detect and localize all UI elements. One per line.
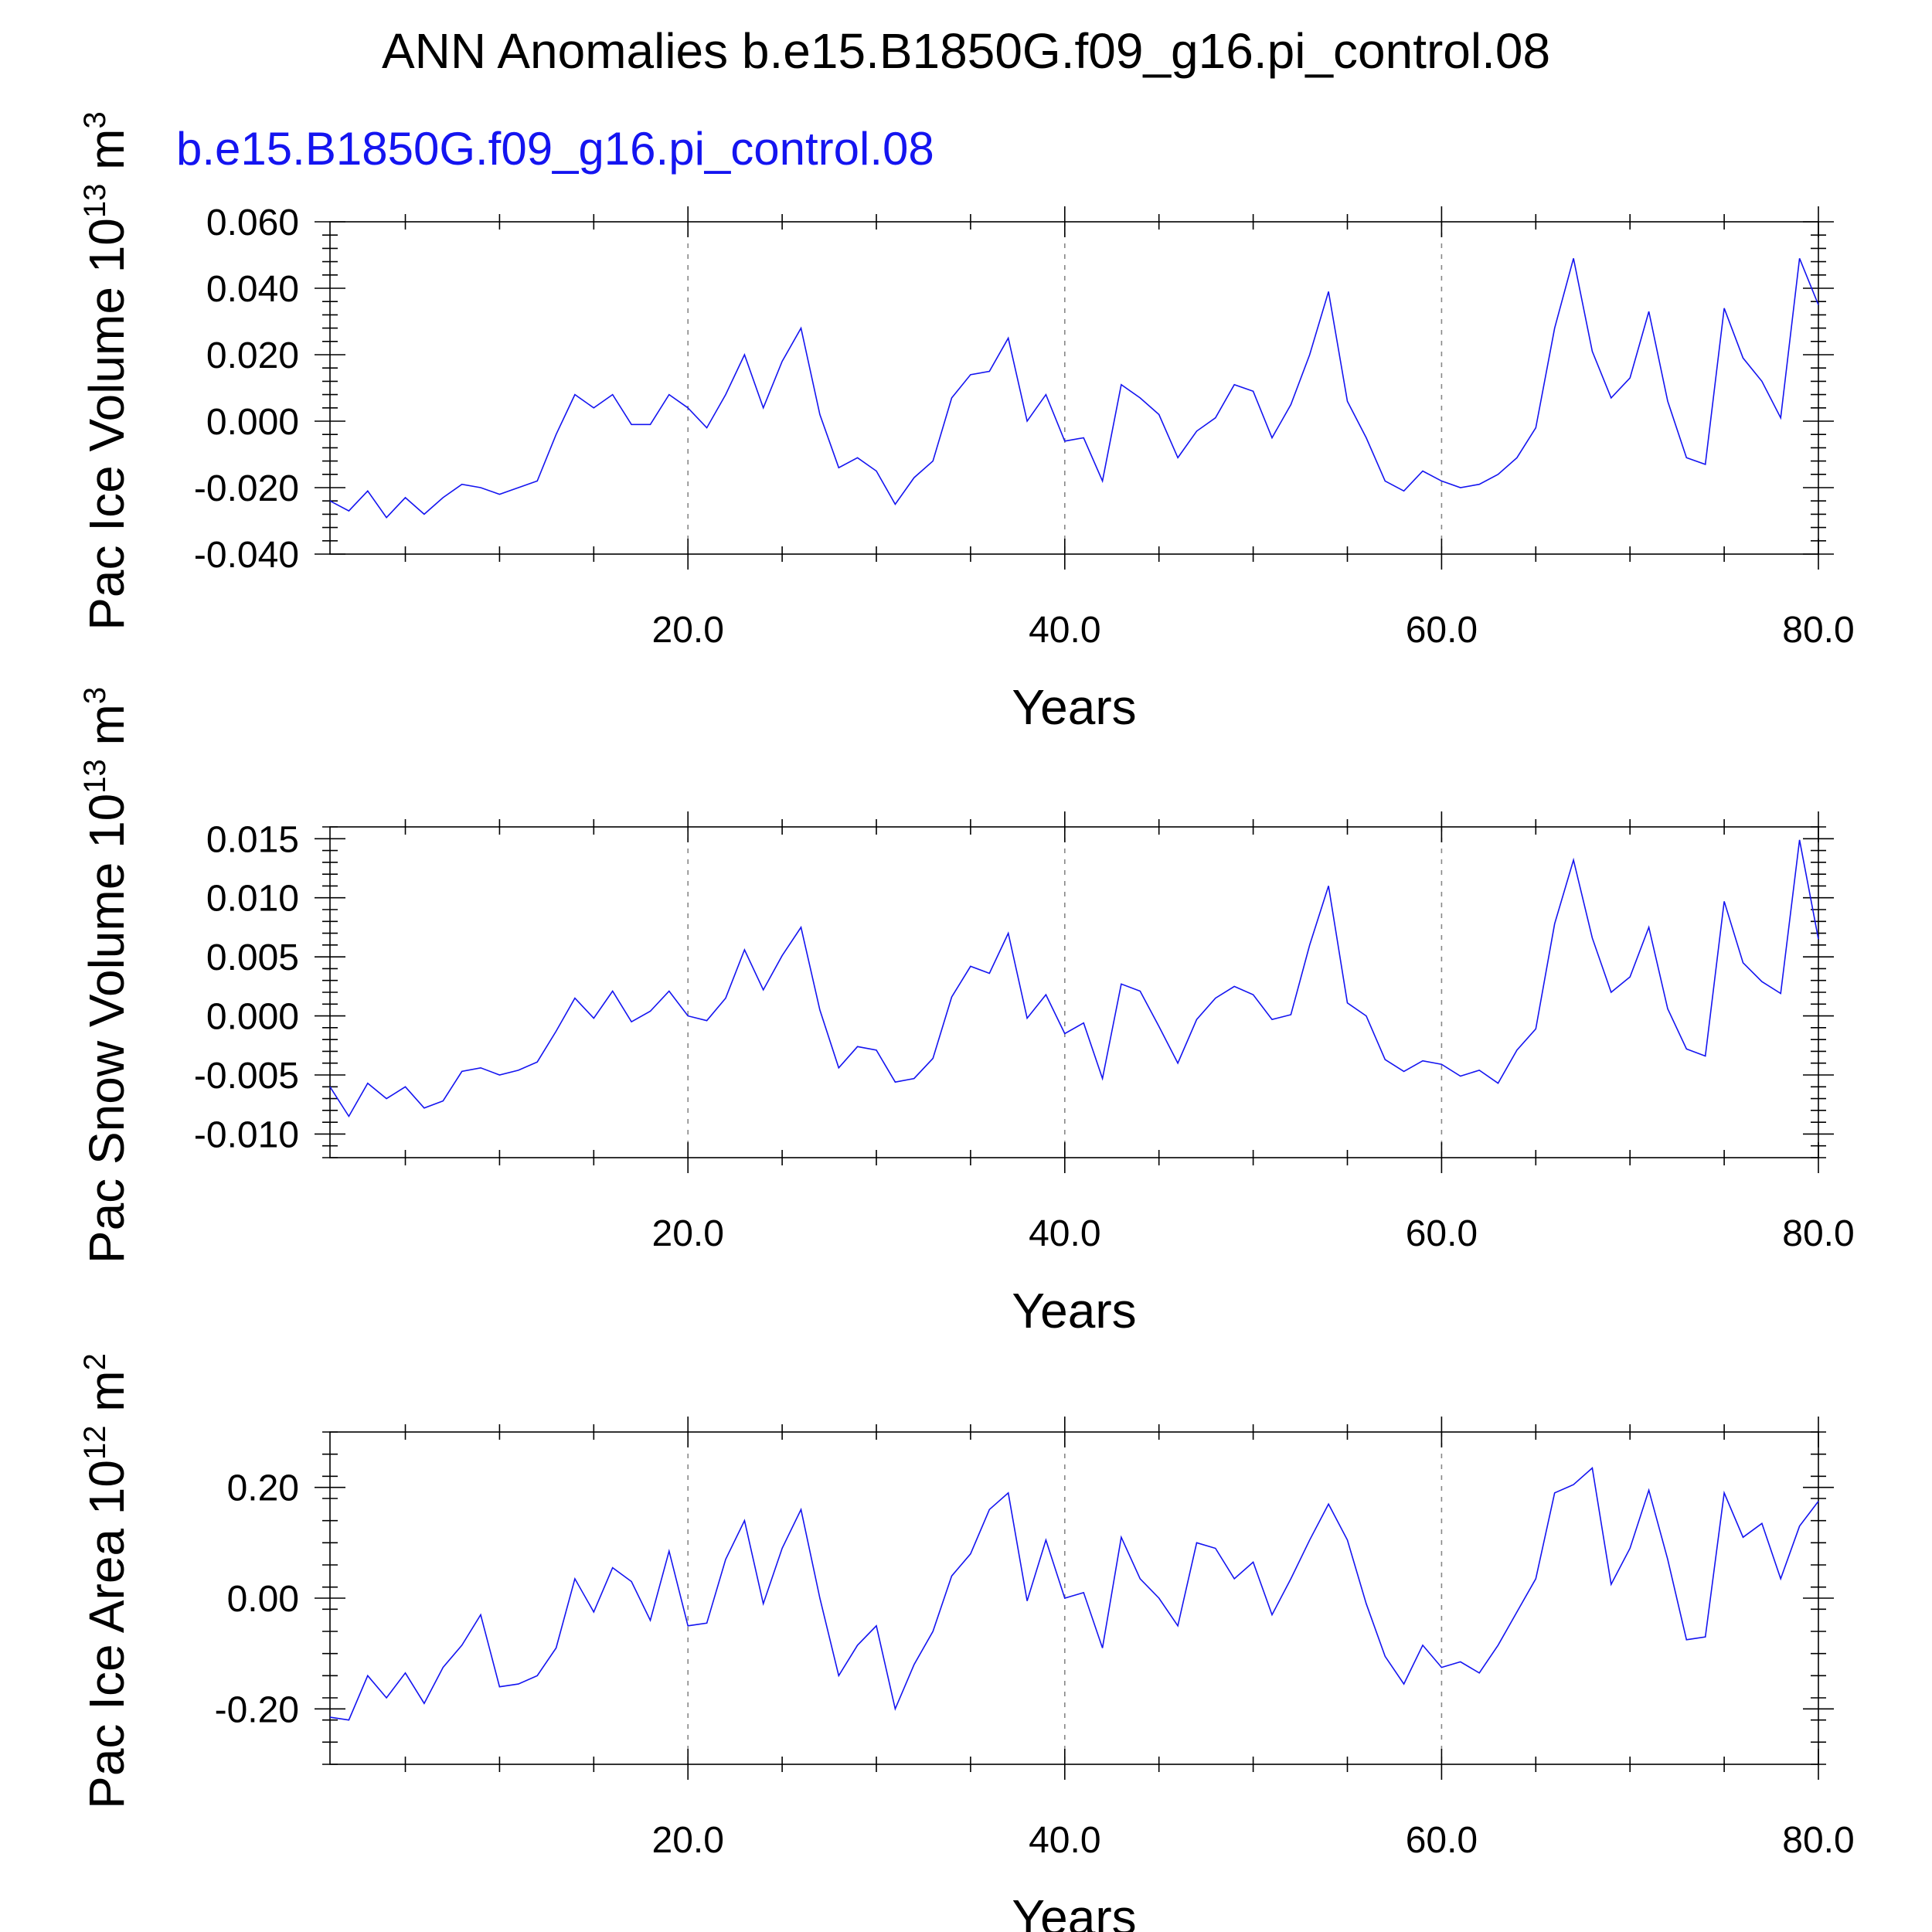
y-axis-title-text: Pac Snow Volume 10 [79,794,134,1264]
x-tick-label: 40.0 [1029,610,1100,651]
plot-frame [329,221,1819,555]
x-axis-title: Years [1012,1889,1136,1932]
chart-subtitle: b.e15.B1850G.f09_g16.pi_control.08 [176,123,934,175]
panel-ice-volume: 20.0 40.0 60.0 80.0 -0.040 -0.020 0.000 0.020 0.… [78,111,1855,735]
x-tick-label: 80.0 [1782,1820,1854,1861]
x-tick-label: 60.0 [1406,1213,1478,1254]
y-tick-label: 0.20 [227,1468,299,1509]
y-axis-title-unit: m [79,129,134,184]
x-tick-label: 60.0 [1406,1820,1478,1861]
x-tick-label: 80.0 [1782,1213,1854,1254]
y-axis-title-unit-exponent: 3 [78,111,112,128]
y-tick-label: -0.020 [194,468,299,509]
y-tick-label: -0.20 [215,1689,299,1730]
y-axis-title-text: Pac Ice Area 10 [79,1460,134,1809]
y-tick-label: -0.010 [194,1114,299,1155]
y-axis-title: Pac Snow Volume 1013 m3 [78,687,134,1264]
y-axis-title-unit: m [79,1370,134,1425]
y-tick-label: 0.00 [227,1579,299,1620]
y-axis-title: Pac Ice Volume 1013 m3 [78,111,134,631]
x-tick-label: 20.0 [652,1820,724,1861]
series-line [329,257,1819,519]
y-axis-title-unit: m [79,704,134,759]
y-axis-title-exponent: 13 [78,184,112,219]
plot-frame [329,826,1819,1158]
x-tick-label: 60.0 [1406,610,1478,651]
x-tick-label: 40.0 [1029,1820,1100,1861]
x-tick-label: 20.0 [652,610,724,651]
y-tick-label: 0.000 [206,997,299,1038]
y-tick-label: 0.000 [206,402,299,443]
chart-title: ANN Anomalies b.e15.B1850G.f09_g16.pi_co… [382,23,1550,79]
y-axis-title-exponent: 13 [78,759,112,794]
panel-ice-area: 20.0 40.0 60.0 80.0 -0.20 0.00 0.20 Years Pac … [78,1353,1855,1932]
y-tick-label: 0.020 [206,335,299,376]
series-line [329,1467,1819,1721]
y-tick-label: -0.040 [194,535,299,576]
plot-frame [329,1431,1819,1765]
x-tick-label: 40.0 [1029,1213,1100,1254]
y-tick-label: 0.060 [206,202,299,243]
y-tick-label: -0.005 [194,1056,299,1097]
y-axis-title-unit-exponent: 3 [78,687,112,704]
x-axis-title: Years [1012,1283,1136,1338]
y-tick-label: 0.010 [206,879,299,920]
y-axis-title-exponent: 12 [78,1426,112,1461]
x-axis-title: Years [1012,679,1136,735]
y-axis-title-unit-exponent: 2 [78,1353,112,1370]
y-tick-label: 0.040 [206,269,299,310]
panel-snow-volume: 20.0 40.0 60.0 80.0 -0.010 -0.005 0.000 0.005 0.… [78,687,1855,1338]
y-axis-title-text: Pac Ice Volume 10 [79,218,134,631]
series-line [329,839,1819,1118]
x-tick-label: 20.0 [652,1213,724,1254]
x-tick-label: 80.0 [1782,610,1854,651]
y-tick-label: 0.015 [206,819,299,860]
y-tick-label: 0.005 [206,937,299,978]
y-axis-title: Pac Ice Area 1012 m2 [78,1353,134,1809]
